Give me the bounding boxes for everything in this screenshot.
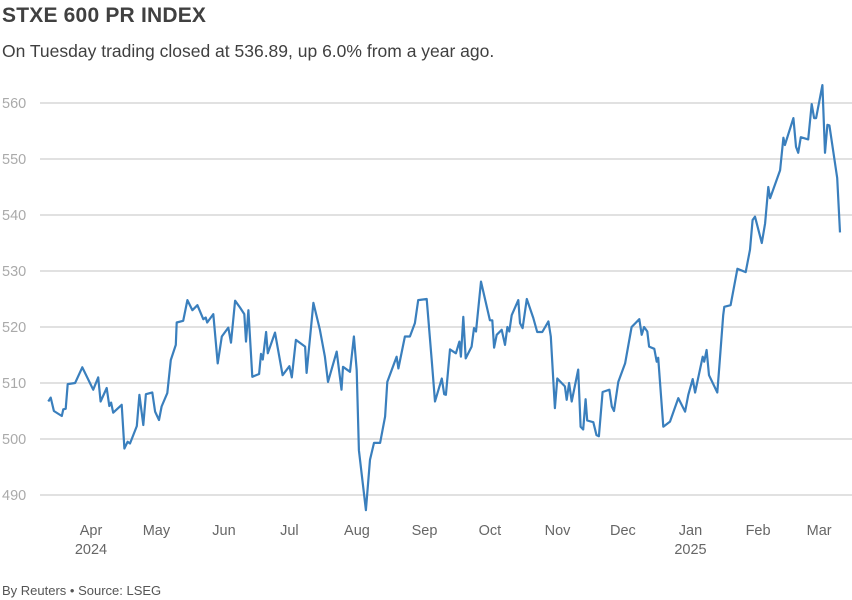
y-tick-label: 510 — [2, 376, 26, 392]
x-tick-label: Jun — [212, 523, 235, 539]
x-tick-label: Mar — [807, 523, 832, 539]
x-tick-label: Dec — [610, 523, 636, 539]
x-tick-label: May — [143, 523, 171, 539]
y-tick-label: 550 — [2, 152, 26, 168]
y-tick-label: 520 — [2, 320, 26, 336]
y-tick-label: 560 — [2, 96, 26, 112]
y-tick-label: 530 — [2, 264, 26, 280]
chart-title: STXE 600 PR INDEX — [2, 4, 207, 27]
gridlines — [40, 102, 852, 496]
x-tick-label: Oct — [479, 523, 502, 539]
x-tick-label: Nov — [545, 523, 572, 539]
y-tick-label: 540 — [2, 208, 26, 224]
y-tick-label: 490 — [2, 488, 26, 504]
series-line — [47, 84, 842, 512]
chart-subtitle: On Tuesday trading closed at 536.89, up … — [2, 41, 495, 61]
x-tick-label: Feb — [746, 523, 771, 539]
x-tick-year-label: 2025 — [674, 542, 706, 558]
x-tick-label: Jul — [280, 523, 299, 539]
x-tick-label: Jan — [679, 523, 702, 539]
x-tick-label: Apr — [80, 523, 103, 539]
source-credit: By Reuters • Source: LSEG — [2, 583, 162, 598]
x-tick-year-label: 2024 — [75, 542, 107, 558]
x-tick-label: Sep — [412, 523, 438, 539]
x-axis-ticks: Apr 2024 May Jun Jul Aug Sep Oct Nov Dec Jan 2025 Fe… — [75, 523, 832, 558]
series-lines — [47, 84, 842, 512]
y-axis-ticks: 490 500 510 520 530 540 550 560 — [2, 96, 26, 504]
x-tick-label: Aug — [344, 523, 370, 539]
y-tick-label: 500 — [2, 432, 26, 448]
